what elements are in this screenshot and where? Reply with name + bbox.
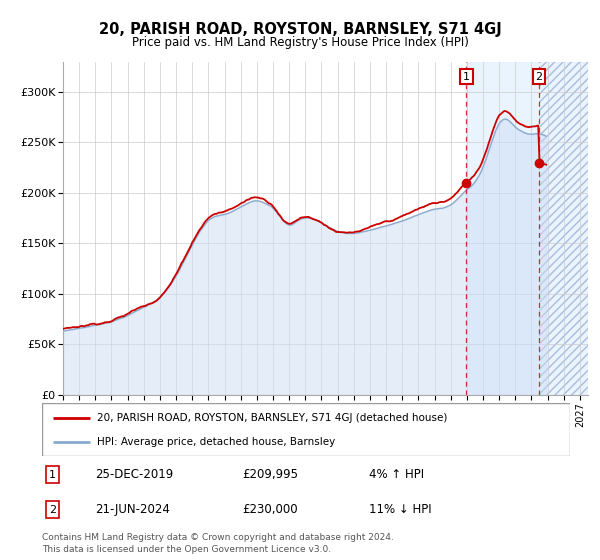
Text: 1: 1 <box>49 470 56 479</box>
Text: Price paid vs. HM Land Registry's House Price Index (HPI): Price paid vs. HM Land Registry's House … <box>131 36 469 49</box>
Bar <box>539 62 588 395</box>
Text: £209,995: £209,995 <box>242 468 299 481</box>
Text: Contains HM Land Registry data © Crown copyright and database right 2024.
This d: Contains HM Land Registry data © Crown c… <box>42 533 394 554</box>
Text: 2: 2 <box>49 505 56 515</box>
Text: 21-JUN-2024: 21-JUN-2024 <box>95 503 170 516</box>
Text: 4% ↑ HPI: 4% ↑ HPI <box>370 468 424 481</box>
Text: 1: 1 <box>463 72 470 82</box>
FancyBboxPatch shape <box>42 403 570 456</box>
Text: 11% ↓ HPI: 11% ↓ HPI <box>370 503 432 516</box>
Text: 20, PARISH ROAD, ROYSTON, BARNSLEY, S71 4GJ (detached house): 20, PARISH ROAD, ROYSTON, BARNSLEY, S71 … <box>97 413 448 423</box>
Text: 20, PARISH ROAD, ROYSTON, BARNSLEY, S71 4GJ: 20, PARISH ROAD, ROYSTON, BARNSLEY, S71 … <box>98 22 502 38</box>
Text: £230,000: £230,000 <box>242 503 298 516</box>
Text: 25-DEC-2019: 25-DEC-2019 <box>95 468 173 481</box>
Bar <box>466 62 588 395</box>
Text: HPI: Average price, detached house, Barnsley: HPI: Average price, detached house, Barn… <box>97 436 335 446</box>
Text: 2: 2 <box>535 72 542 82</box>
